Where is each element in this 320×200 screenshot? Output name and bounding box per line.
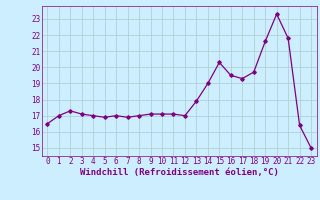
X-axis label: Windchill (Refroidissement éolien,°C): Windchill (Refroidissement éolien,°C): [80, 168, 279, 177]
